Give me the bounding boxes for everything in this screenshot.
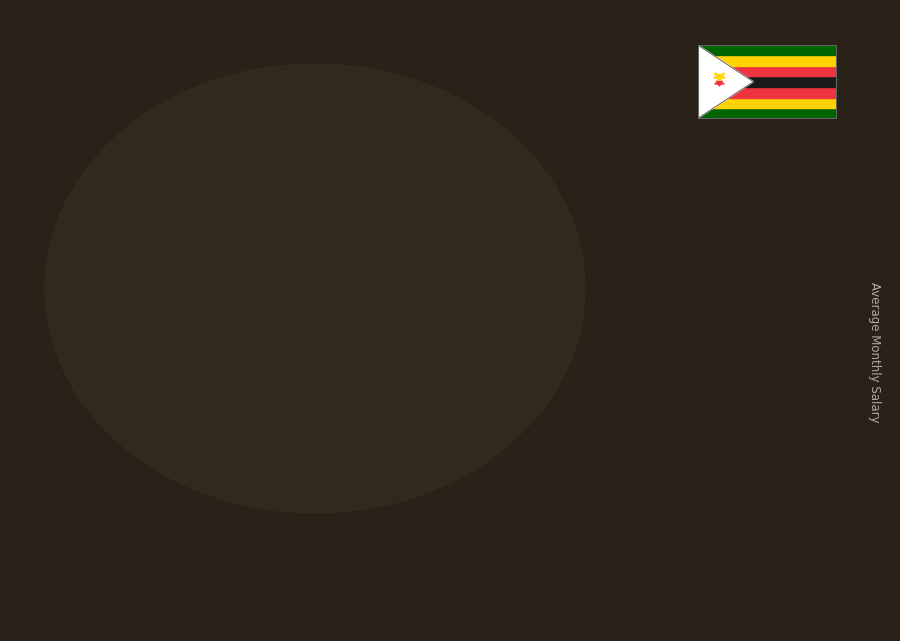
Bar	[698, 45, 837, 55]
Bar	[211, 385, 276, 545]
Bar	[698, 97, 837, 108]
Polygon shape	[714, 73, 725, 81]
Bar	[85, 424, 150, 545]
Ellipse shape	[45, 64, 585, 513]
Text: 280,000 ZWD: 280,000 ZWD	[656, 277, 752, 291]
Bar	[714, 204, 779, 545]
Bar	[211, 385, 276, 395]
Text: +34%: +34%	[137, 303, 204, 323]
Text: 303,000 ZWD: 303,000 ZWD	[720, 231, 815, 245]
Text: +22%: +22%	[388, 193, 455, 213]
Text: +9%: +9%	[521, 165, 574, 186]
Text: 142,000 ZWD: 142,000 ZWD	[279, 420, 374, 434]
Bar	[337, 307, 401, 545]
Polygon shape	[715, 81, 724, 86]
Bar	[588, 229, 653, 545]
Text: +8%: +8%	[647, 153, 700, 173]
Text: InfluxDB Specialist: InfluxDB Specialist	[44, 97, 226, 116]
Bar	[698, 108, 837, 119]
Bar	[698, 55, 837, 66]
Bar	[463, 256, 527, 273]
Bar	[714, 494, 779, 545]
Polygon shape	[698, 45, 753, 119]
Text: 107,000 ZWD: 107,000 ZWD	[0, 449, 84, 462]
Bar	[211, 521, 276, 545]
Bar	[463, 501, 527, 545]
Text: Salary Comparison By Experience: Salary Comparison By Experience	[44, 63, 620, 92]
Bar	[714, 204, 779, 224]
Bar	[698, 66, 837, 76]
Bar	[588, 229, 653, 249]
Text: explorer.com: explorer.com	[432, 583, 549, 601]
Text: 257,000 ZWD: 257,000 ZWD	[530, 302, 626, 316]
Bar	[337, 307, 401, 322]
Text: salary: salary	[371, 583, 432, 601]
Bar	[588, 497, 653, 545]
Bar	[463, 256, 527, 545]
Bar	[698, 87, 837, 97]
Bar	[85, 424, 150, 431]
Text: 211,000 ZWD: 211,000 ZWD	[404, 350, 500, 364]
Text: Average Monthly Salary: Average Monthly Salary	[868, 282, 881, 423]
Text: +48%: +48%	[263, 239, 330, 259]
Bar	[85, 527, 150, 545]
Bar	[698, 76, 837, 87]
Bar	[337, 509, 401, 545]
